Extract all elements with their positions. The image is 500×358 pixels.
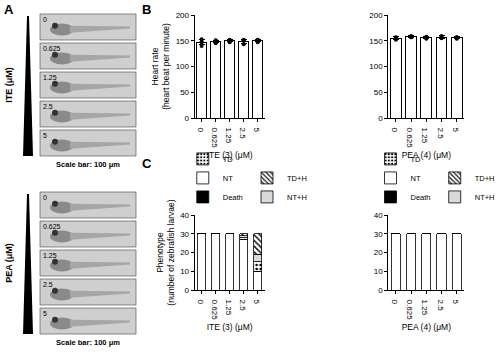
svg-text:1.25: 1.25 (224, 128, 233, 144)
html-text:C: C (142, 156, 152, 171)
svg-text:2.5: 2.5 (238, 300, 247, 312)
svg-text:50: 50 (180, 88, 189, 97)
svg-text:0.625: 0.625 (210, 300, 219, 321)
svg-text:1.25: 1.25 (43, 252, 57, 259)
svg-text:200: 200 (369, 11, 383, 20)
svg-text:0: 0 (185, 286, 190, 295)
svg-text:40: 40 (180, 211, 189, 220)
svg-text:PEA (4) (μM): PEA (4) (μM) (402, 322, 451, 332)
svg-text:0.625: 0.625 (405, 128, 414, 149)
svg-text:1.25: 1.25 (420, 300, 429, 316)
svg-text:NT+H: NT+H (287, 193, 307, 202)
svg-text:Death: Death (411, 193, 431, 202)
svg-text:ITE (μM): ITE (μM) (4, 67, 14, 103)
svg-text:Scale bar: 100 μm: Scale bar: 100 μm (56, 338, 120, 347)
svg-text:0: 0 (185, 114, 190, 123)
svg-text:0.625: 0.625 (43, 223, 61, 230)
svg-text:20: 20 (180, 248, 189, 257)
svg-text:30: 30 (180, 230, 189, 239)
svg-text:5: 5 (451, 128, 460, 133)
svg-text:150: 150 (369, 37, 383, 46)
svg-text:TD+H: TD+H (287, 174, 307, 183)
svg-text:5: 5 (451, 300, 460, 305)
svg-text:0: 0 (390, 128, 399, 133)
svg-text:5: 5 (43, 132, 47, 139)
svg-text:100: 100 (176, 62, 190, 71)
svg-text:100: 100 (369, 62, 383, 71)
svg-text:50: 50 (374, 88, 383, 97)
svg-text:PEA (4) (μM): PEA (4) (μM) (402, 150, 451, 160)
svg-text:1.25: 1.25 (43, 74, 57, 81)
svg-text:TD+H: TD+H (475, 174, 495, 183)
svg-text:Phenotype(number of zebrafish: Phenotype(number of zebrafish larvae) (155, 199, 176, 305)
svg-text:5: 5 (252, 128, 261, 133)
svg-text:0: 0 (43, 16, 47, 23)
svg-text:1.25: 1.25 (224, 300, 233, 316)
svg-text:2.5: 2.5 (436, 300, 445, 312)
svg-text:30: 30 (374, 230, 383, 239)
svg-text:ITE (3) (μM): ITE (3) (μM) (207, 322, 253, 332)
svg-text:0: 0 (43, 194, 47, 201)
svg-text:10: 10 (374, 267, 383, 276)
svg-text:2.5: 2.5 (43, 103, 53, 110)
svg-text:0: 0 (196, 300, 205, 305)
svg-text:0: 0 (196, 128, 205, 133)
svg-text:Scale bar: 100 μm: Scale bar: 100 μm (56, 160, 120, 169)
svg-text:NT: NT (411, 174, 421, 183)
svg-text:NT+H: NT+H (475, 193, 495, 202)
svg-text:0.625: 0.625 (405, 300, 414, 321)
svg-text:ITE (3) (μM): ITE (3) (μM) (207, 150, 253, 160)
svg-text:TD: TD (411, 155, 422, 164)
svg-text:0: 0 (390, 300, 399, 305)
html-text:B: B (142, 2, 152, 17)
svg-text:0.625: 0.625 (43, 45, 61, 52)
svg-text:150: 150 (176, 37, 190, 46)
svg-text:TD: TD (223, 155, 234, 164)
svg-text:2.5: 2.5 (43, 281, 53, 288)
svg-text:5: 5 (43, 310, 47, 317)
svg-text:PEA (μM): PEA (μM) (4, 243, 14, 283)
svg-text:20: 20 (374, 248, 383, 257)
html-text:A: A (4, 2, 14, 17)
svg-text:2.5: 2.5 (238, 128, 247, 140)
svg-text:2.5: 2.5 (436, 128, 445, 140)
svg-text:0: 0 (378, 286, 383, 295)
svg-text:40: 40 (374, 211, 383, 220)
svg-text:Death: Death (223, 193, 243, 202)
svg-text:5: 5 (252, 300, 261, 305)
svg-text:Heart rate(heart beat per minu: Heart rate(heart beat per minute) (150, 23, 171, 110)
svg-text:1.25: 1.25 (420, 128, 429, 144)
svg-text:10: 10 (180, 267, 189, 276)
svg-text:0.625: 0.625 (210, 128, 219, 149)
svg-text:NT: NT (223, 174, 233, 183)
svg-text:0: 0 (378, 114, 383, 123)
svg-text:200: 200 (176, 11, 190, 20)
